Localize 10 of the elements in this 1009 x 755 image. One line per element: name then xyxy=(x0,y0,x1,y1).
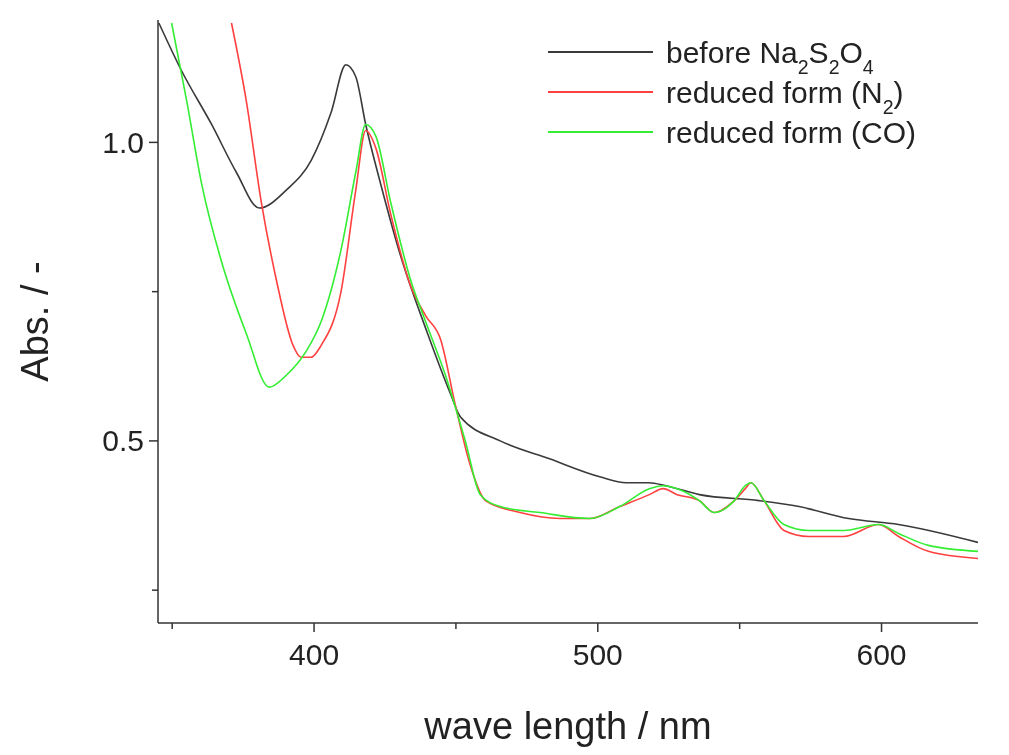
y-axis-title: Abs. / - xyxy=(14,261,56,382)
x-tick-label: 500 xyxy=(572,638,623,671)
y-tick-label: 0.5 xyxy=(102,424,144,458)
legend-label: reduced form (N$_{2}$) xyxy=(666,75,904,118)
x-tick-label: 600 xyxy=(856,638,907,671)
y-tick-label: 1.0 xyxy=(102,125,144,159)
legend-label: before Na$_{2}$S$_{2}$O$_{4}$ xyxy=(666,35,874,78)
x-axis-title: wave length / nm xyxy=(423,705,712,747)
x-tick-label: 400 xyxy=(289,638,340,671)
legend-label: reduced form (CO) xyxy=(666,115,917,149)
